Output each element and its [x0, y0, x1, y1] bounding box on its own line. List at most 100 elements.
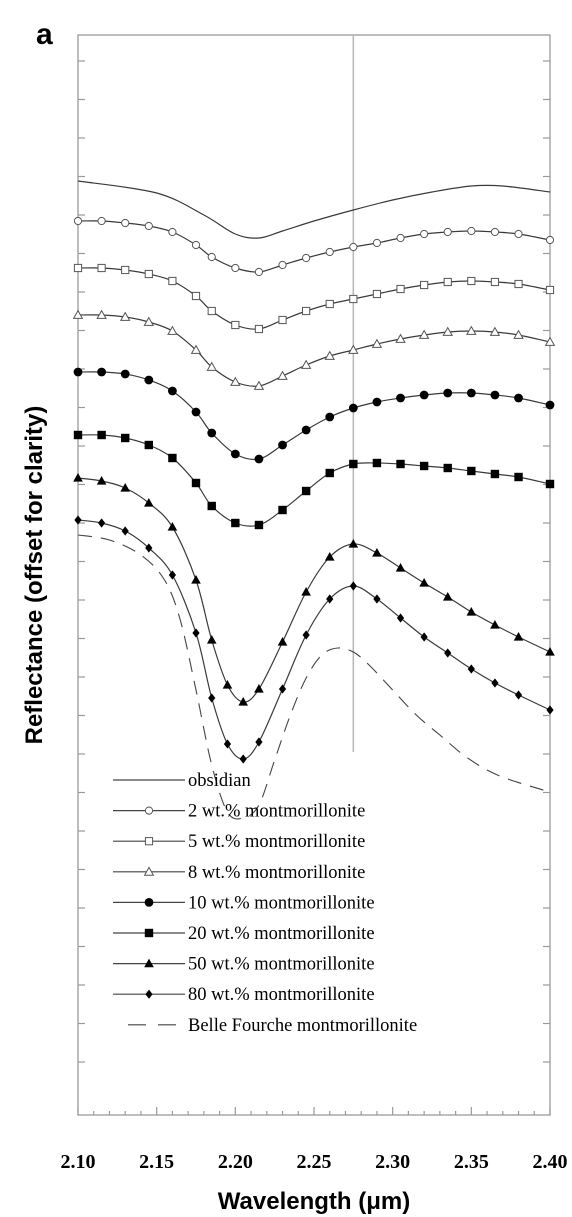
data-point — [514, 279, 523, 289]
data-point — [420, 632, 428, 642]
data-point — [74, 515, 82, 525]
data-point — [278, 684, 287, 694]
data-point — [396, 233, 405, 243]
data-point — [277, 370, 288, 380]
data-point — [513, 329, 524, 339]
data-point — [278, 315, 287, 325]
data-point — [73, 430, 83, 440]
data-point — [349, 459, 358, 469]
data-point — [372, 548, 382, 557]
data-point — [395, 333, 406, 343]
series-7 — [73, 473, 555, 706]
legend-item: obsidian — [113, 771, 251, 791]
data-point — [231, 263, 240, 273]
data-point — [239, 754, 247, 764]
legend-item: Belle Fourche montmorillonite — [128, 1016, 417, 1036]
data-point — [395, 563, 406, 572]
legend-label: 20 wt.% montmorillonite — [188, 924, 375, 944]
x-tick-label: 2.20 — [218, 1151, 253, 1173]
series-8 — [74, 515, 554, 764]
data-point — [396, 393, 405, 403]
series-4 — [72, 309, 556, 390]
data-point — [143, 316, 155, 326]
data-point — [277, 637, 288, 646]
data-point — [144, 221, 153, 231]
data-point — [167, 522, 178, 531]
data-point — [444, 648, 452, 658]
data-point — [121, 265, 130, 275]
data-point — [324, 350, 335, 360]
data-point — [97, 367, 106, 377]
data-point — [348, 344, 359, 354]
data-point — [301, 587, 311, 596]
series-6 — [73, 430, 555, 530]
data-point — [208, 693, 216, 703]
data-point — [301, 486, 311, 496]
data-point — [121, 433, 130, 443]
series-group — [72, 180, 556, 820]
data-point — [443, 463, 452, 473]
data-point — [348, 403, 358, 413]
data-point — [144, 375, 154, 385]
data-point — [72, 309, 84, 319]
data-point — [302, 306, 311, 316]
data-point — [349, 242, 358, 252]
x-tick-label: 2.40 — [533, 1151, 568, 1173]
data-point — [466, 388, 476, 398]
data-point — [206, 361, 217, 371]
data-point — [144, 898, 154, 907]
data-point — [490, 227, 500, 237]
data-point — [545, 235, 555, 245]
data-point — [207, 252, 216, 262]
series-2 — [73, 216, 555, 277]
data-point — [145, 543, 153, 553]
data-point — [514, 472, 523, 482]
data-point — [191, 407, 201, 417]
data-point — [514, 229, 523, 239]
data-point — [144, 958, 154, 968]
data-point — [490, 390, 500, 400]
data-point — [466, 607, 477, 616]
data-point — [230, 449, 240, 459]
data-point — [326, 594, 334, 604]
data-point — [544, 336, 556, 346]
data-point — [443, 227, 452, 237]
data-point — [490, 277, 500, 287]
x-tick-label: 2.25 — [297, 1151, 332, 1173]
legend-label: 50 wt.% montmorillonite — [188, 955, 375, 975]
data-point — [420, 229, 429, 239]
data-point — [73, 367, 83, 377]
y-axis-title: Reflectance (offset for clarity) — [21, 406, 48, 745]
data-point — [325, 412, 335, 422]
data-point — [191, 240, 201, 250]
legend-label: obsidian — [188, 771, 251, 791]
legend-item: 20 wt.% montmorillonite — [113, 924, 375, 944]
data-point — [443, 388, 453, 398]
data-point — [300, 359, 312, 369]
legend-item: 5 wt.% montmorillonite — [113, 832, 365, 852]
data-point — [513, 632, 524, 641]
series-line — [77, 534, 551, 820]
legend-item: 2 wt.% montmorillonite — [113, 802, 365, 822]
data-point — [145, 989, 153, 999]
data-point — [489, 326, 501, 336]
data-point — [278, 440, 287, 450]
data-point — [324, 552, 335, 561]
data-point — [418, 329, 430, 339]
data-point — [98, 518, 106, 528]
data-point — [73, 263, 83, 273]
data-point — [96, 309, 107, 319]
data-point — [254, 684, 264, 693]
data-point — [206, 635, 217, 644]
data-point — [254, 520, 264, 530]
data-point — [545, 647, 555, 656]
x-axis-title: Wavelength (μm) — [218, 1188, 410, 1215]
data-point — [121, 526, 129, 536]
data-point — [119, 311, 131, 321]
data-point — [419, 390, 429, 400]
legend-label: Belle Fourche montmorillonite — [188, 1016, 417, 1036]
data-point — [278, 260, 287, 270]
data-point — [222, 680, 233, 689]
data-point — [207, 306, 216, 316]
data-point — [144, 806, 154, 815]
